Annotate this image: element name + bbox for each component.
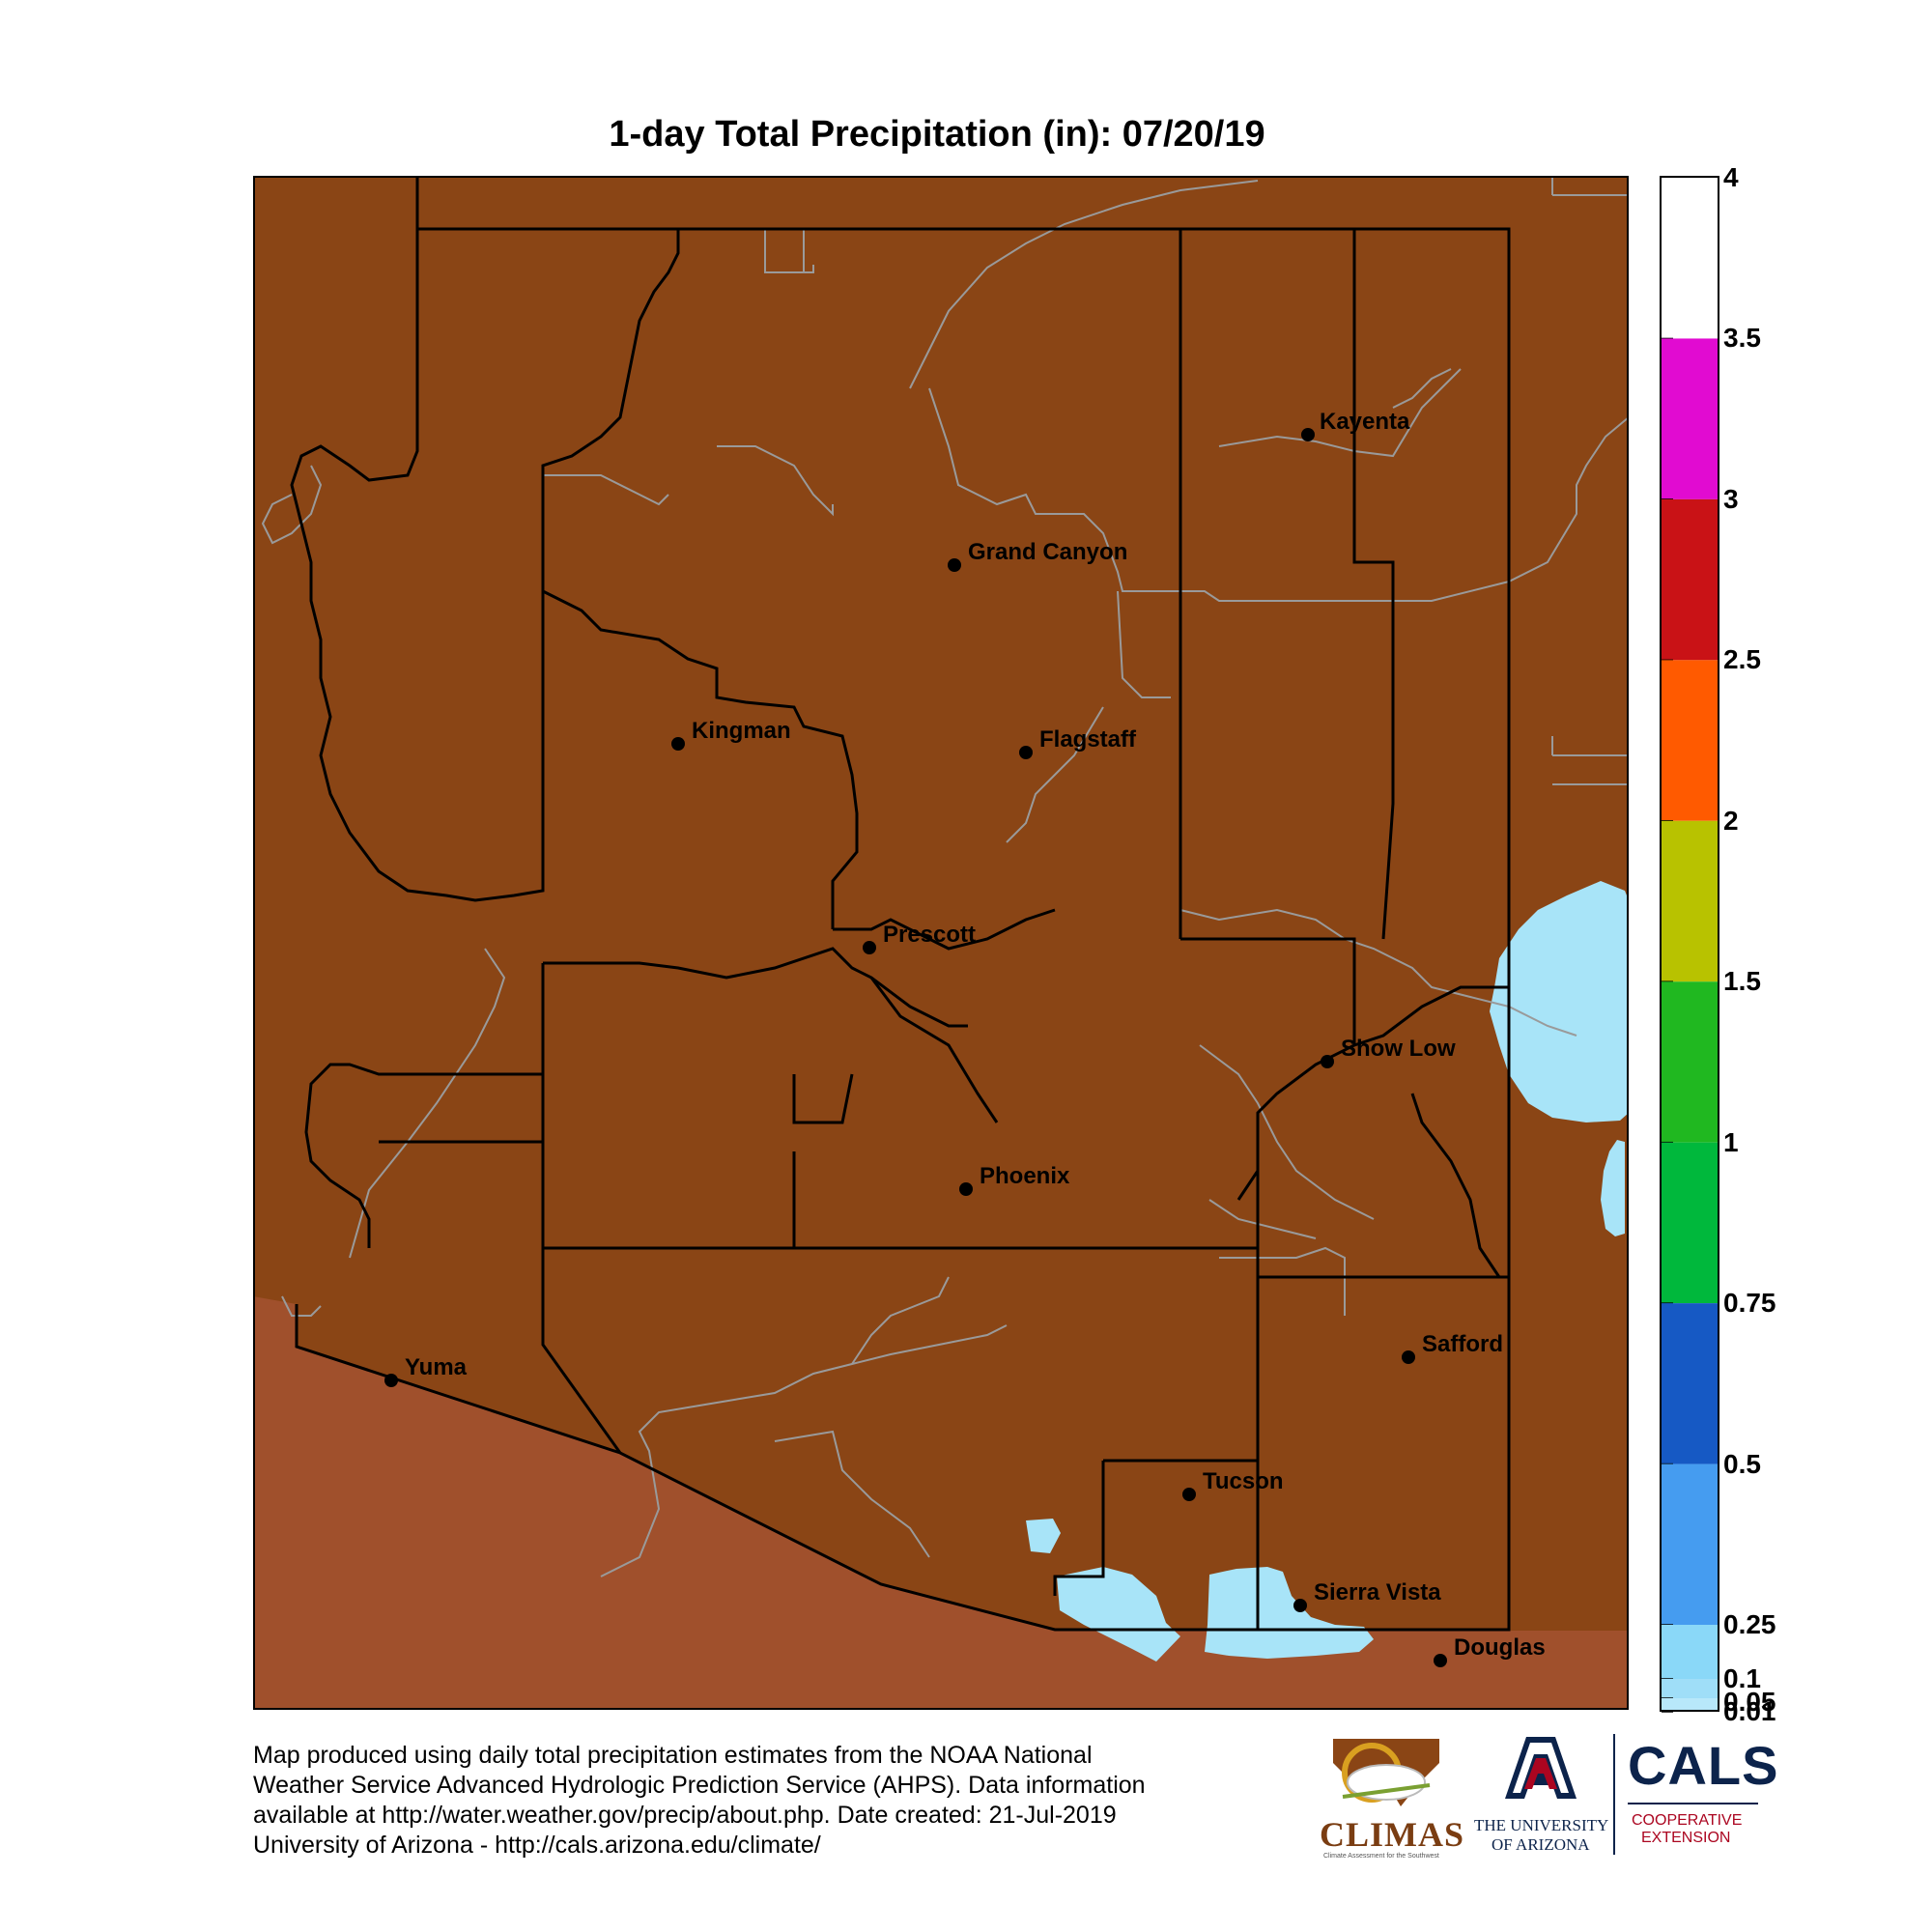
precip-patch-east-small (1601, 1140, 1625, 1236)
city-label-flagstaff: Flagstaff (1039, 726, 1137, 753)
city-label-kayenta: Kayenta (1320, 409, 1410, 435)
city-dot-prescott (863, 941, 876, 954)
legend-label: 1 (1723, 1126, 1739, 1157)
climas-logo: CLIMAS Climate Assessment for the Southw… (1314, 1729, 1468, 1860)
legend-label: 0.25 (1723, 1609, 1776, 1639)
city-dot-flagstaff (1019, 746, 1033, 759)
precipitation-areas (1026, 881, 1629, 1662)
credit-line: available at http://water.weather.gov/pr… (253, 1802, 1117, 1829)
city-label-show-low: Show Low (1341, 1036, 1456, 1062)
cals-logo: CALS COOPERATIVE EXTENSION (1628, 1729, 1792, 1860)
city-label-phoenix: Phoenix (980, 1163, 1070, 1189)
legend-bin (1662, 660, 1718, 821)
city-label-douglas: Douglas (1454, 1634, 1546, 1661)
city-label-tucson: Tucson (1203, 1468, 1284, 1494)
legend-bin (1662, 981, 1718, 1143)
logo-divider (1613, 1734, 1615, 1855)
mexico-region (253, 1296, 1629, 1710)
city-dot-grand-canyon (948, 558, 961, 572)
cals-wordmark: CALS (1628, 1735, 1779, 1796)
city-dot-tucson (1182, 1488, 1196, 1501)
precip-patch-southwest-a (1026, 1519, 1061, 1553)
city-dot-douglas (1434, 1654, 1447, 1667)
legend-label: 0.05 (1723, 1687, 1776, 1717)
city-dot-show-low (1321, 1055, 1334, 1068)
county-boundaries (253, 176, 1629, 1710)
city-label-safford: Safford (1422, 1331, 1503, 1357)
city-label-sierra-vista: Sierra Vista (1314, 1579, 1441, 1605)
university-of-arizona-logo: THE UNIVERSITY OF ARIZONA (1468, 1729, 1613, 1860)
legend-label: 0.01 (1723, 1696, 1776, 1726)
city-label-grand-canyon: Grand Canyon (968, 539, 1127, 565)
climas-wordmark: CLIMAS (1320, 1815, 1465, 1854)
legend-bin (1662, 1303, 1718, 1464)
legend-bin (1662, 1142, 1718, 1304)
legend-label: 0.5 (1723, 1448, 1761, 1479)
legend-label: 3 (1723, 483, 1739, 514)
city-dot-safford (1402, 1350, 1415, 1364)
credit-line: Weather Service Advanced Hydrologic Pred… (253, 1772, 1146, 1799)
legend-label: 2 (1723, 805, 1739, 836)
cals-line-2: EXTENSION (1641, 1830, 1731, 1846)
city-dot-phoenix (959, 1182, 973, 1196)
block-a-icon (1505, 1737, 1577, 1799)
city-label-prescott: Prescott (883, 922, 976, 948)
legend-bin (1662, 1698, 1718, 1712)
legend-bin (1662, 820, 1718, 982)
legend-bin (1662, 1679, 1718, 1698)
climas-tagline: Climate Assessment for the Southwest (1323, 1853, 1439, 1860)
legend-label: 3.5 (1723, 323, 1761, 354)
legend-bin (1662, 338, 1718, 499)
city-dot-kingman (671, 737, 685, 751)
precip-patch-southwest-b (1057, 1567, 1180, 1662)
ua-line-2: OF ARIZONA (1492, 1835, 1590, 1854)
legend-label: 0.1 (1723, 1663, 1761, 1693)
city-dot-sierra-vista (1293, 1599, 1307, 1612)
legend-bin (1662, 1463, 1718, 1625)
precip-patch-sierra-vista (1205, 1567, 1374, 1659)
legend-bin (1662, 1625, 1718, 1679)
city-label-yuma: Yuma (405, 1354, 468, 1380)
legend-label: 4 (1723, 162, 1739, 192)
city-label-kingman: Kingman (692, 718, 791, 744)
city-dot-kayenta (1301, 428, 1315, 441)
precip-patch-east (1490, 881, 1629, 1122)
map-title: 1-day Total Precipitation (in): 07/20/19 (609, 114, 1265, 155)
legend-label: 0.75 (1723, 1288, 1776, 1319)
precipitation-legend (1660, 176, 1719, 1713)
legend-bin (1662, 498, 1718, 661)
legend-label: 2.5 (1723, 644, 1761, 675)
climas-logo-graphic (1333, 1739, 1439, 1806)
map-credits: Map produced using daily total precipita… (253, 1741, 1296, 1861)
cals-line-1: COOPERATIVE (1632, 1812, 1743, 1829)
credit-line: Map produced using daily total precipita… (253, 1742, 1093, 1769)
sponsor-logos: CLIMAS Climate Assessment for the Southw… (1294, 1729, 1797, 1864)
precipitation-map: Kayenta Grand Canyon Kingman Flagstaff P… (253, 176, 1629, 1710)
credit-line: University of Arizona - http://cals.ariz… (253, 1832, 821, 1859)
legend-label: 1.5 (1723, 966, 1761, 997)
cals-rule (1628, 1803, 1758, 1804)
ua-line-1: THE UNIVERSITY (1474, 1816, 1609, 1834)
legend-bin (1662, 178, 1718, 339)
city-dot-yuma (384, 1374, 398, 1387)
